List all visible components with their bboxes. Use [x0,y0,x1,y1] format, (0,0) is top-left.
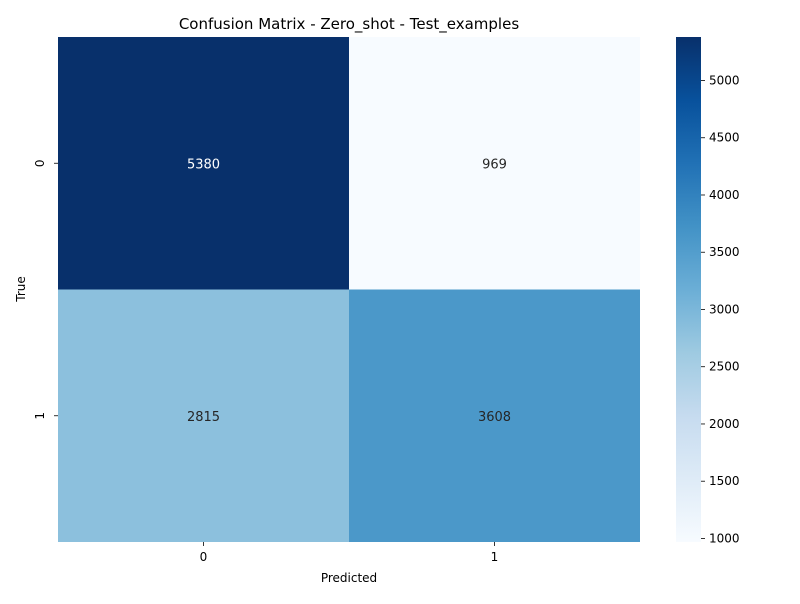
colorbar-ticks: 1000 1500 2000 2500 3000 3500 4000 4500 5000 [701,74,740,545]
colorbar-tick-label-1000: 1000 [709,531,740,545]
colorbar-tick-label-3000: 3000 [709,302,740,316]
heatmap-cell-1-0 [58,289,349,542]
y-tick-label-1: 1 [33,412,47,420]
x-axis-label: Predicted [321,571,377,585]
y-tick-label-0: 0 [33,159,47,167]
heatmap-cell-labels: 5380 969 2815 3608 [187,157,511,425]
y-axis: 01 [33,159,58,420]
cell-value-1-1: 3608 [478,410,511,425]
colorbar-tick-label-4500: 4500 [709,131,740,145]
heatmap-cells [58,37,640,542]
heatmap-cell-1-1 [349,289,640,542]
heatmap-cell-0-1 [349,37,640,290]
cell-value-1-0: 2815 [187,410,220,425]
y-axis-label: True [14,276,28,303]
colorbar-tick-label-2500: 2500 [709,360,740,374]
cell-value-0-1: 969 [482,157,507,172]
colorbar-tick-label-2000: 2000 [709,417,740,431]
colorbar-tick-label-5000: 5000 [709,74,740,88]
chart-title: Confusion Matrix - Zero_shot - Test_exam… [179,15,520,34]
heatmap-cell-0-0 [58,37,349,290]
cell-value-0-0: 5380 [187,157,220,172]
colorbar-tick-label-1500: 1500 [709,474,740,488]
colorbar-tick-label-3500: 3500 [709,245,740,259]
x-tick-label-0: 0 [200,550,208,564]
colorbar-tick-label-4000: 4000 [709,188,740,202]
colorbar [676,37,701,542]
x-tick-label-1: 1 [491,550,499,564]
